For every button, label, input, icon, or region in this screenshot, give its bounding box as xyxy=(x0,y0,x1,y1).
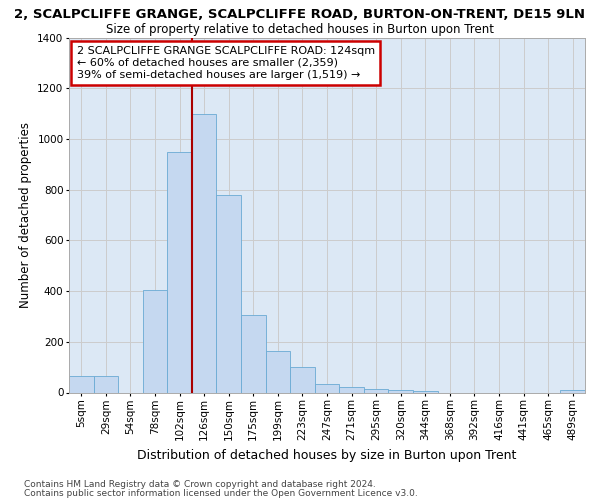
Bar xyxy=(266,350,290,393)
Bar xyxy=(192,114,217,392)
Bar xyxy=(560,390,585,392)
Bar xyxy=(388,390,413,392)
Bar xyxy=(241,315,266,392)
Text: 2, SCALPCLIFFE GRANGE, SCALPCLIFFE ROAD, BURTON-ON-TRENT, DE15 9LN: 2, SCALPCLIFFE GRANGE, SCALPCLIFFE ROAD,… xyxy=(14,8,586,20)
Y-axis label: Number of detached properties: Number of detached properties xyxy=(19,122,32,308)
Bar xyxy=(413,391,437,392)
Text: Contains HM Land Registry data © Crown copyright and database right 2024.: Contains HM Land Registry data © Crown c… xyxy=(24,480,376,489)
Text: 2 SCALPCLIFFE GRANGE SCALPCLIFFE ROAD: 124sqm
← 60% of detached houses are small: 2 SCALPCLIFFE GRANGE SCALPCLIFFE ROAD: 1… xyxy=(77,46,375,80)
Bar xyxy=(143,290,167,392)
Bar xyxy=(94,376,118,392)
Bar xyxy=(339,388,364,392)
Bar xyxy=(364,388,388,392)
Bar xyxy=(315,384,339,392)
X-axis label: Distribution of detached houses by size in Burton upon Trent: Distribution of detached houses by size … xyxy=(137,448,517,462)
Bar xyxy=(290,367,315,392)
Text: Size of property relative to detached houses in Burton upon Trent: Size of property relative to detached ho… xyxy=(106,22,494,36)
Bar xyxy=(217,194,241,392)
Bar xyxy=(69,376,94,392)
Text: Contains public sector information licensed under the Open Government Licence v3: Contains public sector information licen… xyxy=(24,488,418,498)
Bar xyxy=(167,152,192,392)
